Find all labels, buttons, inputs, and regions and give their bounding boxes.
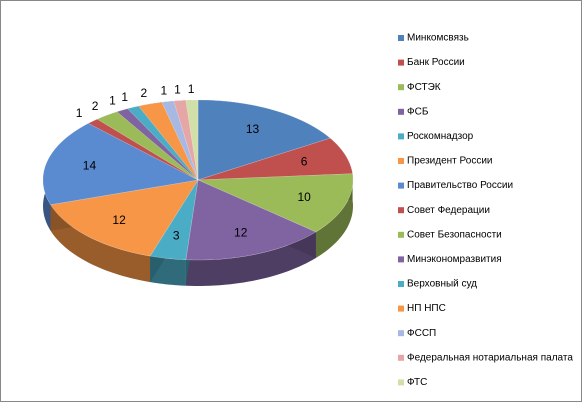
legend: Минкомсвязь Банк России ФСТЭК ФСБ Роскомнадз… (398, 33, 573, 388)
legend-swatch (398, 330, 404, 337)
legend-swatch (398, 207, 404, 214)
legend-label: Минкомсвязь (407, 33, 469, 44)
legend-label: ФСТЭК (407, 82, 441, 93)
legend-swatch (398, 59, 404, 66)
data-label: 13 (246, 122, 260, 136)
data-label: 1 (76, 106, 83, 120)
legend-label: НП НПС (407, 303, 446, 314)
legend-label: Верховный суд (407, 279, 477, 290)
slice-tops (42, 99, 354, 261)
slice (116, 108, 199, 181)
legend-label: Банк России (407, 57, 465, 68)
slice (127, 105, 199, 181)
data-label: 1 (121, 90, 128, 104)
data-label: 1 (188, 82, 195, 96)
data-label: 1 (109, 93, 116, 107)
legend-label: Федеральная нотариальная палата (407, 352, 573, 363)
slice (50, 179, 199, 257)
legend-swatch (398, 35, 404, 41)
slice (87, 118, 199, 181)
data-label: 2 (141, 86, 148, 100)
slice (42, 123, 199, 205)
legend-label: Совет Безопасности (407, 229, 502, 240)
legend-swatch (398, 379, 404, 386)
legend-swatch (398, 84, 404, 91)
legend-swatch (398, 305, 404, 312)
slice (161, 100, 199, 181)
slice (96, 111, 199, 181)
data-label: 1 (160, 84, 167, 98)
data-label: 6 (301, 154, 308, 168)
legend-swatch (398, 256, 404, 263)
slice (173, 99, 199, 181)
data-label: 2 (92, 99, 99, 113)
data-label: 12 (112, 213, 126, 227)
slice-side (50, 204, 151, 283)
data-label: 10 (297, 190, 311, 204)
slice (185, 99, 199, 181)
legend-swatch (398, 133, 404, 140)
legend-label: Минэкономразвития (407, 254, 502, 265)
legend-label: Президент России (407, 156, 493, 167)
slice (197, 173, 354, 233)
legend-label: ФСБ (407, 106, 429, 117)
legend-swatch (398, 231, 404, 238)
slice (138, 101, 199, 181)
legend-label: Правительство России (407, 180, 513, 191)
data-label: 14 (83, 159, 97, 173)
legend-label: ФТС (407, 377, 427, 388)
legend-label: ФССП (407, 328, 436, 339)
data-label: 3 (173, 229, 180, 243)
legend-label: Роскомнадзор (407, 131, 474, 142)
legend-swatch (398, 281, 404, 287)
slice-side (315, 173, 353, 258)
slice (149, 179, 199, 261)
legend-swatch (398, 158, 404, 164)
slice (197, 137, 353, 181)
slice (197, 99, 331, 181)
legend-label: Совет Федерации (407, 205, 490, 216)
slice (185, 179, 317, 261)
data-label: 1 (174, 82, 181, 96)
legend-swatch (398, 108, 404, 115)
slice-side (185, 231, 316, 286)
data-label: 12 (234, 225, 248, 239)
legend-swatch (398, 182, 404, 189)
legend-swatch (398, 354, 404, 361)
